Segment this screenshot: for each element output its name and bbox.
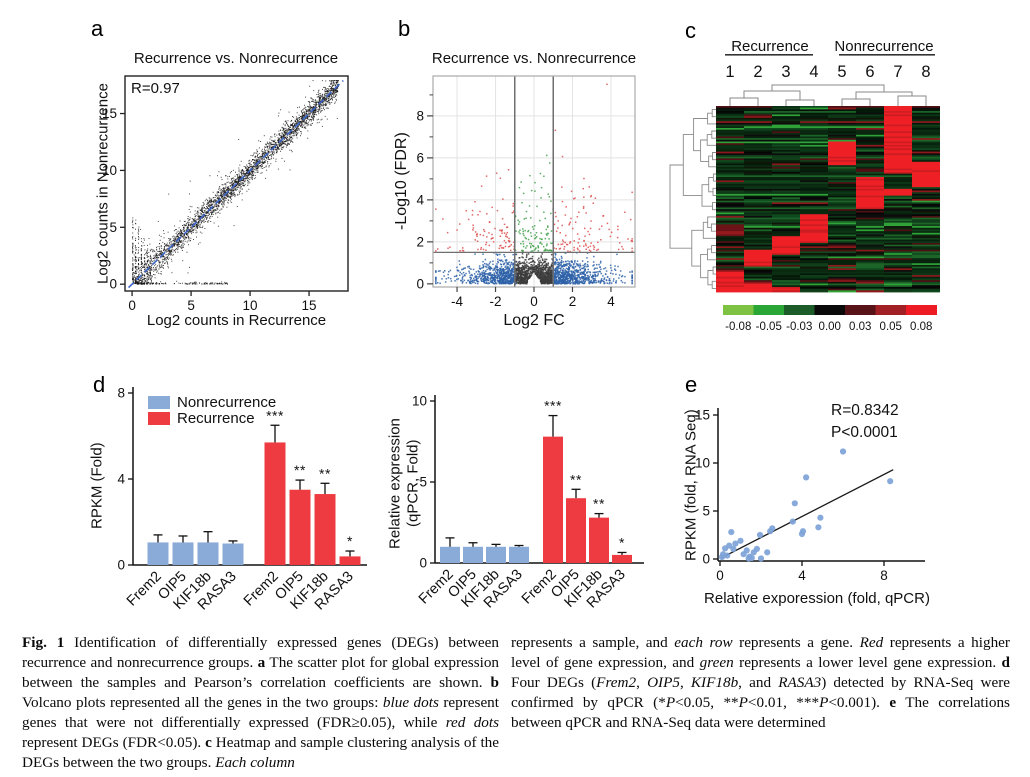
group-header-nonrecurrence: Nonrecurrence: [834, 38, 934, 55]
svg-text:15: 15: [302, 298, 317, 313]
recurrence-underline: [725, 54, 813, 56]
column-dendrogram: [729, 84, 927, 106]
panel-c-heatmap: 1 2 3 4 5 6 7 8-0.08 -0.05 -0.03 0.00 0.03 0.05 0.08: [669, 54, 940, 333]
panel-a-plot: 0 5 10 15 0 5 10 15: [102, 75, 349, 313]
identity-line: [127, 79, 344, 289]
legend-swatch-nonrecurrence: [148, 396, 170, 409]
heatmap-cells: [716, 106, 940, 293]
svg-text:5: 5: [187, 298, 195, 313]
panel-e-p-value: P<0.0001: [831, 424, 898, 441]
panel-d-right-ylabel-line2: (qPCR, Fold): [404, 439, 422, 528]
svg-text:0: 0: [128, 298, 136, 313]
fit-line: [720, 469, 894, 559]
panel-c-label: c: [685, 18, 696, 43]
row-dendrogram: [669, 109, 716, 289]
panel-c: 1 2 3 4 5 6 7 8 -0.08 -0.05 -0.03 0.00 0.03 0.05 0.08 …: [663, 14, 1030, 360]
bar-series-recurrence: ********: [543, 398, 632, 563]
legend-label-recurrence: Recurrence: [177, 410, 255, 427]
panel-d-left: 0 4 8 *** ** ** * Frem2 OIP5 KIF18b RASA3 Frem2 OIP5…: [85, 366, 385, 630]
panel-b-xlabel: Log2 FC: [503, 312, 565, 329]
legend-label-nonrecurrence: Nonrecurrence: [177, 394, 277, 411]
panel-e-ylabel: RPKM (fold, RNA Seq): [682, 409, 700, 562]
svg-text:5: 5: [109, 220, 117, 235]
panel-b-title: Recurrence vs. Nonrecurrence: [431, 50, 637, 67]
svg-text:10: 10: [243, 298, 258, 313]
svg-text:0: 0: [109, 277, 117, 292]
panel-e-label: e: [685, 372, 698, 397]
correlation-points: [718, 448, 894, 562]
panel-a-label: a: [91, 16, 104, 41]
panel-a-xlabel: Log2 counts in Recurrence: [146, 312, 327, 329]
panel-d-right: 0 5 10 *** ** ** * Frem2 OIP5 KIF18b RASA3 Frem2 OIP…: [368, 366, 658, 630]
panel-b-label: b: [398, 16, 411, 41]
bar-series-nonrecurrence: [440, 537, 529, 563]
nonrecurrence-underline: [839, 54, 935, 56]
panel-a-r-value: R=0.97: [131, 80, 180, 97]
plot-frame: [124, 75, 349, 292]
panel-d-left-ylabel: RPKM (Fold): [88, 442, 106, 530]
panel-d-label: d: [93, 372, 106, 397]
panel-a: 0 5 10 15 0 5 10 15 a Recurrence vs. Nonrecurre…: [85, 14, 377, 360]
caption-right-column: represents a sample, and each row repres…: [511, 634, 1011, 731]
caption-left-column: Fig. 1 Identification of differentially …: [22, 634, 500, 771]
colorbar: -0.08 -0.05 -0.03 0.00 0.03 0.05 0.08: [723, 305, 937, 333]
panel-a-title: Recurrence vs. Nonrecurrence: [133, 50, 339, 67]
legend-swatch-recurrence: [148, 412, 170, 425]
group-header-recurrence: Recurrence: [731, 38, 809, 55]
panel-b-ylabel: -Log10 (FDR): [393, 132, 410, 231]
panel-a-ylabel: Log2 counts in Nonrecurrence: [94, 83, 112, 284]
volcano-points: [435, 83, 633, 285]
bar-series-recurrence: ********: [264, 407, 361, 565]
panel-e-xlabel: Relative exporession (fold, qPCR): [704, 590, 930, 607]
panel-e: 0 5 10 15 0 4 8 e RPKM (fold, RNA Seq) R=0.834…: [653, 366, 1030, 630]
bar-series-nonrecurrence: [147, 531, 244, 565]
panel-e-r-value: R=0.8342: [831, 402, 899, 419]
svg-text:15: 15: [102, 106, 117, 121]
panel-d-right-ylabel-line1: Relative expression: [386, 418, 404, 549]
svg-text:10: 10: [102, 163, 117, 178]
panel-b: -4 -2 0 2 4 0 2 4 6 8 b Recurrence vs. Nonrecurre…: [378, 14, 670, 360]
